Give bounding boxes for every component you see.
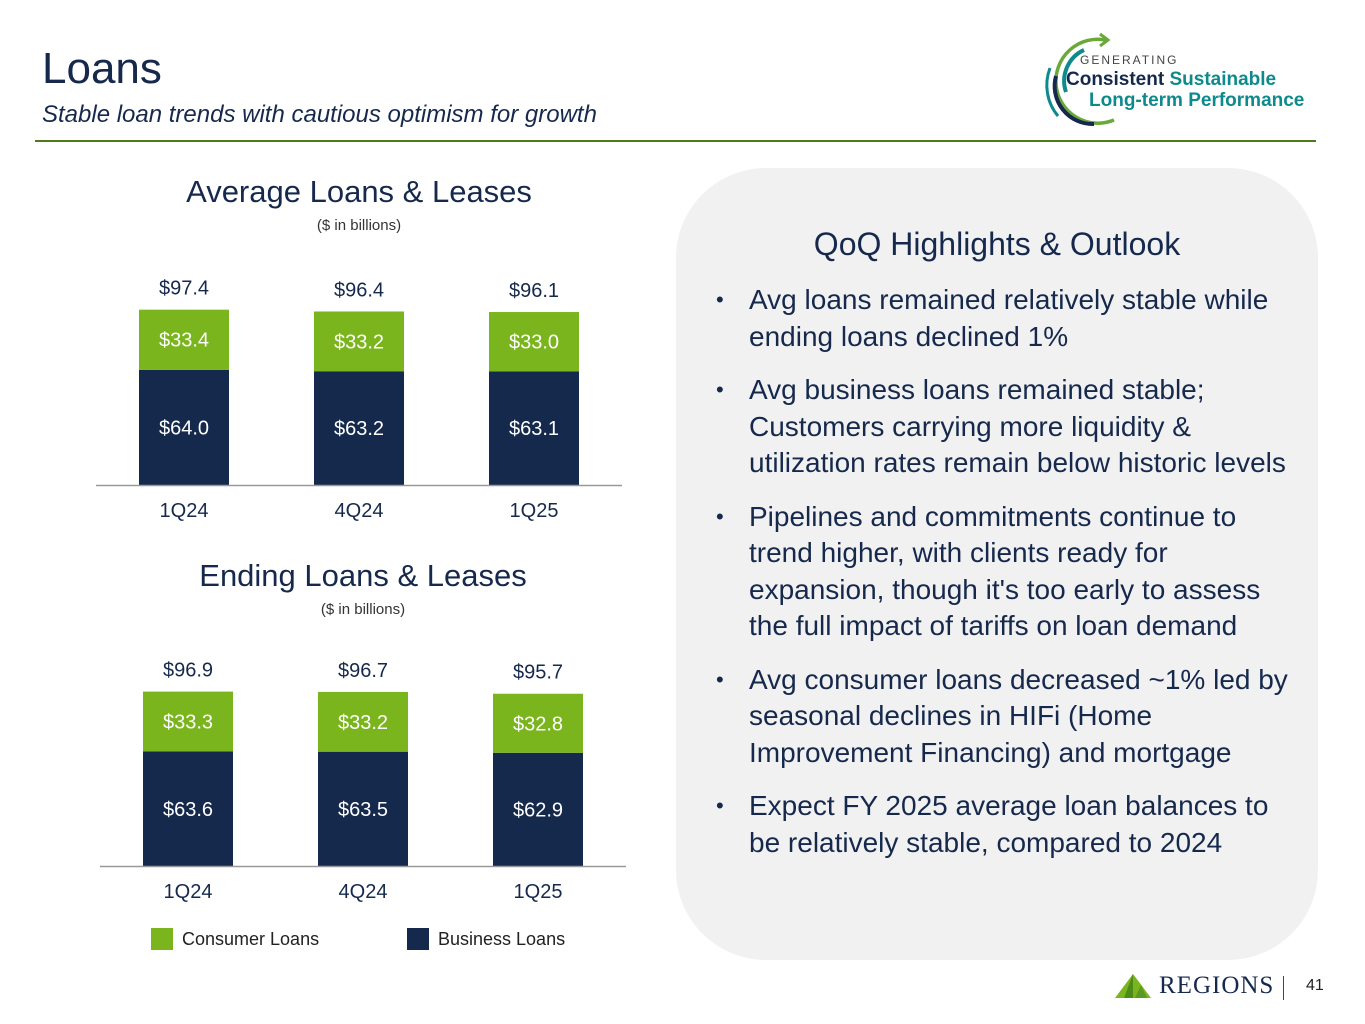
business-value-label: $63.6 [163, 799, 213, 821]
business-value-label: $63.1 [509, 418, 559, 440]
legend-consumer-label: Consumer Loans [182, 928, 320, 949]
consumer-bar [143, 691, 233, 752]
total-value-label: $95.7 [513, 662, 563, 684]
page-subtitle: Stable loan trends with cautious optimis… [42, 101, 597, 128]
arc-arrow-icon [1045, 32, 1115, 127]
consumer-value-label: $33.3 [163, 712, 213, 734]
x-tick-label: 4Q24 [339, 881, 388, 903]
legend-business-swatch [407, 928, 429, 950]
consumer-value-label: $33.2 [334, 331, 384, 353]
business-value-label: $64.0 [159, 417, 209, 439]
consumer-bar [139, 309, 229, 370]
logo-generating: GENERATING [1080, 53, 1179, 67]
x-tick-label: 1Q25 [514, 881, 563, 903]
x-tick-label: 1Q24 [160, 500, 209, 522]
x-tick-label: 1Q25 [510, 500, 559, 522]
legend-consumer-swatch [151, 928, 173, 950]
regions-logo: REGIONS [1113, 968, 1274, 1004]
legend-consumer: Consumer Loans [151, 928, 319, 950]
regions-brand-text: REGIONS [1159, 972, 1275, 999]
highlight-item: Avg loans remained relatively stable whi… [714, 282, 1304, 355]
logo-line1: Consistent Sustainable [1066, 69, 1276, 91]
avg-loans-chart: $64.0 $33.4 $97.4 1Q24 $63.2 $33.2 $96.4 4Q24 $6… [96, 278, 622, 522]
highlight-item: Pipelines and commitments continue to tr… [714, 499, 1304, 645]
business-value-label: $63.5 [338, 799, 388, 821]
total-value-label: $96.1 [509, 280, 559, 302]
consumer-bar [318, 691, 408, 752]
business-bar [314, 371, 404, 485]
x-tick-label: 1Q24 [164, 881, 213, 903]
brand-tagline-logo: GENERATING Consistent Sustainable Long-t… [1036, 28, 1326, 132]
consumer-value-label: $33.4 [159, 330, 209, 352]
total-value-label: $97.4 [159, 278, 209, 300]
highlight-item: Avg business loans remained stable; Cust… [714, 372, 1304, 482]
consumer-value-label: $33.0 [509, 332, 559, 354]
ending-loans-chart: $63.6 $33.3 $96.9 1Q24 $63.5 $33.2 $96.7 4Q24 $6… [100, 660, 626, 903]
total-value-label: $96.4 [334, 279, 384, 301]
legend-business-label: Business Loans [438, 928, 566, 949]
total-value-label: $96.9 [163, 660, 213, 682]
highlight-item: Avg consumer loans decreased ~1% led by … [714, 662, 1304, 772]
highlights-title: QoQ Highlights & Outlook [813, 226, 1181, 262]
ending-loans-chart-subtitle: ($ in billions) [320, 601, 406, 618]
business-value-label: $62.9 [513, 799, 563, 821]
consumer-bar [314, 311, 404, 372]
page-title: Loans [42, 44, 162, 93]
avg-loans-chart-subtitle: ($ in billions) [316, 217, 402, 234]
consumer-value-label: $32.8 [513, 713, 563, 735]
logo-line2: Long-term Performance [1089, 90, 1305, 111]
consumer-bar [493, 693, 583, 753]
business-bar [143, 751, 233, 866]
business-bar [139, 369, 229, 485]
page-number: 41 [1306, 977, 1324, 994]
business-value-label: $63.2 [334, 418, 384, 440]
logo-sustainable: Sustainable [1169, 69, 1277, 90]
total-value-label: $96.7 [338, 660, 388, 682]
highlight-item: Expect FY 2025 average loan balances to … [714, 788, 1304, 861]
avg-loans-chart-title: Average Loans & Leases [186, 174, 532, 209]
consumer-value-label: $33.2 [338, 712, 388, 734]
highlights-list: Avg loans remained relatively stable whi… [714, 282, 1304, 878]
consumer-bar [489, 312, 579, 372]
regions-triangle-icon [1115, 974, 1151, 998]
legend-business: Business Loans [407, 928, 565, 950]
header-divider [35, 140, 1316, 142]
ending-loans-chart-title: Ending Loans & Leases [199, 558, 527, 593]
highlights-panel: QoQ Highlights & Outlook Avg loans remai… [676, 168, 1318, 960]
business-bar [493, 752, 583, 866]
business-bar [318, 751, 408, 866]
x-tick-label: 4Q24 [335, 500, 384, 522]
footer-separator [1283, 976, 1284, 1000]
logo-consistent: Consistent [1066, 69, 1165, 90]
business-bar [489, 371, 579, 485]
